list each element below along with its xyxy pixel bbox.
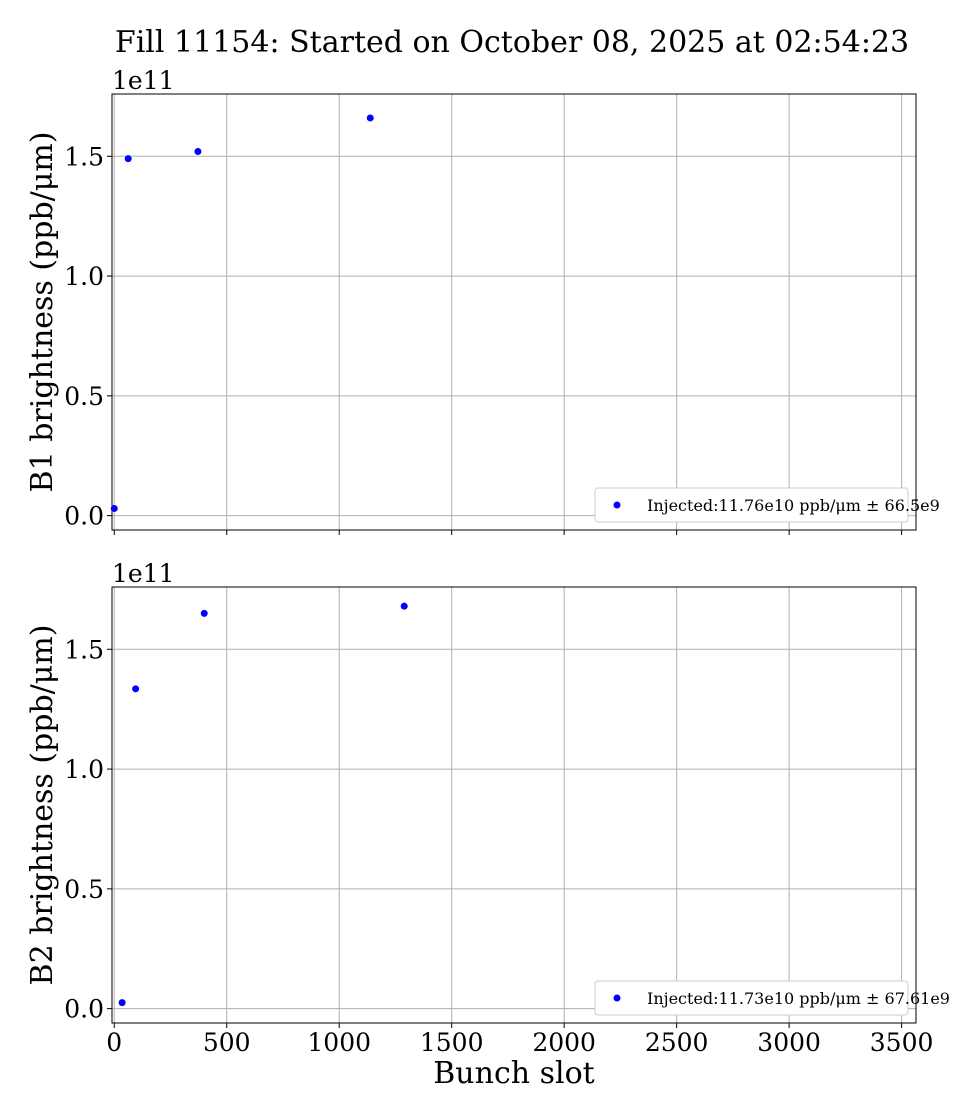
- b2-x-tick-label: 3500: [870, 1028, 934, 1057]
- b1-y-offset-label: 1e11: [112, 66, 175, 95]
- b2-x-tick-label: 3000: [757, 1028, 821, 1057]
- b1-y-tick-label: 0.5: [64, 382, 104, 411]
- b2-x-tick-label: 1000: [307, 1028, 371, 1057]
- b2-y-tick-label: 0.0: [64, 995, 104, 1024]
- b1-brightness-panel: 0.0 0.5 1.0 1.5 1e11 B1 brightness (ppb/μm) In…: [25, 66, 940, 535]
- x-axis-label: Bunch slot: [433, 1056, 594, 1091]
- b2-data-point: [118, 999, 126, 1007]
- b2-x-tick-label: 2500: [645, 1028, 709, 1057]
- b1-y-axis-label: B1 brightness (ppb/μm): [25, 132, 60, 493]
- b2-y-axis-label: B2 brightness (ppb/μm): [25, 625, 60, 986]
- b1-legend-marker: [613, 501, 621, 509]
- b2-legend-label: Injected:11.73e10 ppb/μm ± 67.61e9: [647, 989, 950, 1008]
- b2-y-tick-label: 1.5: [64, 635, 104, 664]
- b2-x-tick-label: 2000: [532, 1028, 596, 1057]
- b1-y-tick-label: 1.0: [64, 262, 104, 291]
- b2-y-offset-label: 1e11: [112, 559, 175, 588]
- b2-y-tick-label: 0.5: [64, 875, 104, 904]
- b1-legend-label: Injected:11.76e10 ppb/μm ± 66.5e9: [647, 496, 940, 515]
- b1-data-point: [194, 147, 202, 155]
- b1-plot-frame: [111, 93, 917, 531]
- b2-data-point: [200, 609, 208, 617]
- b1-y-tick-label: 1.5: [64, 142, 104, 171]
- b1-data-point: [366, 114, 374, 122]
- b1-data-point: [110, 504, 118, 512]
- b1-legend-box: [594, 487, 909, 523]
- b2-data-point: [132, 685, 140, 693]
- b2-legend-box: [594, 980, 909, 1016]
- b2-legend: Injected:11.73e10 ppb/μm ± 67.61e9: [594, 980, 950, 1016]
- b2-brightness-panel: 0 500 1000 1500 2000 2500 3000 3500 0.0 0.5 1.0 1.5…: [25, 559, 950, 1057]
- b2-data-point: [400, 602, 408, 610]
- b1-y-tick-label: 0.0: [64, 502, 104, 531]
- b2-y-tick-label: 1.0: [64, 755, 104, 784]
- b2-x-tick-label: 1500: [420, 1028, 484, 1057]
- b2-x-tick-label: 500: [203, 1028, 251, 1057]
- b2-plot-frame: [111, 586, 917, 1024]
- b1-data-point: [124, 155, 132, 163]
- b1-legend: Injected:11.76e10 ppb/μm ± 66.5e9: [594, 487, 940, 523]
- chart-title: Fill 11154: Started on October 08, 2025 …: [115, 25, 909, 60]
- b2-x-tick-label: 0: [106, 1028, 122, 1057]
- b2-legend-marker: [613, 994, 621, 1002]
